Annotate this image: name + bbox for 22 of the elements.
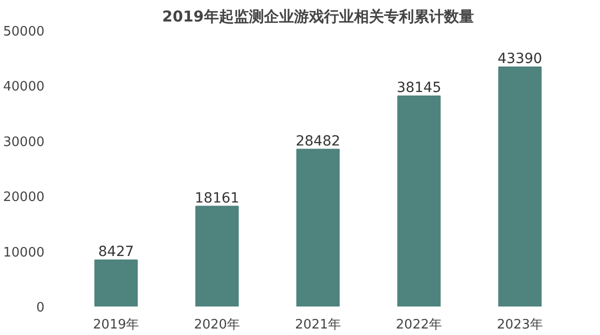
x-tick-label: 2020年 (194, 318, 240, 332)
data-label: 43390 (498, 50, 542, 67)
bar (397, 95, 441, 306)
x-tick-label: 2019年 (93, 318, 140, 332)
data-label: 28482 (296, 133, 340, 150)
bar (195, 206, 239, 306)
y-tick-label: 30000 (3, 134, 45, 150)
data-label: 38145 (396, 80, 442, 96)
data-label: 8427 (98, 244, 134, 260)
y-tick-label: 50000 (3, 24, 45, 40)
bar (498, 66, 542, 306)
data-label: 18161 (194, 190, 240, 206)
y-tick-label: 0 (36, 300, 45, 316)
x-tick-label: 2021年 (294, 318, 342, 332)
bar (296, 148, 340, 306)
x-tick-label: 2023年 (496, 318, 543, 332)
y-tick-label: 40000 (3, 80, 45, 95)
x-tick-label: 2022年 (396, 318, 442, 332)
y-tick-label: 20000 (3, 190, 45, 206)
y-tick-label: 10000 (3, 245, 45, 260)
chart-title: 2019年起监测企业游戏行业相关专利累计数量 (162, 8, 474, 26)
bar (94, 259, 138, 306)
